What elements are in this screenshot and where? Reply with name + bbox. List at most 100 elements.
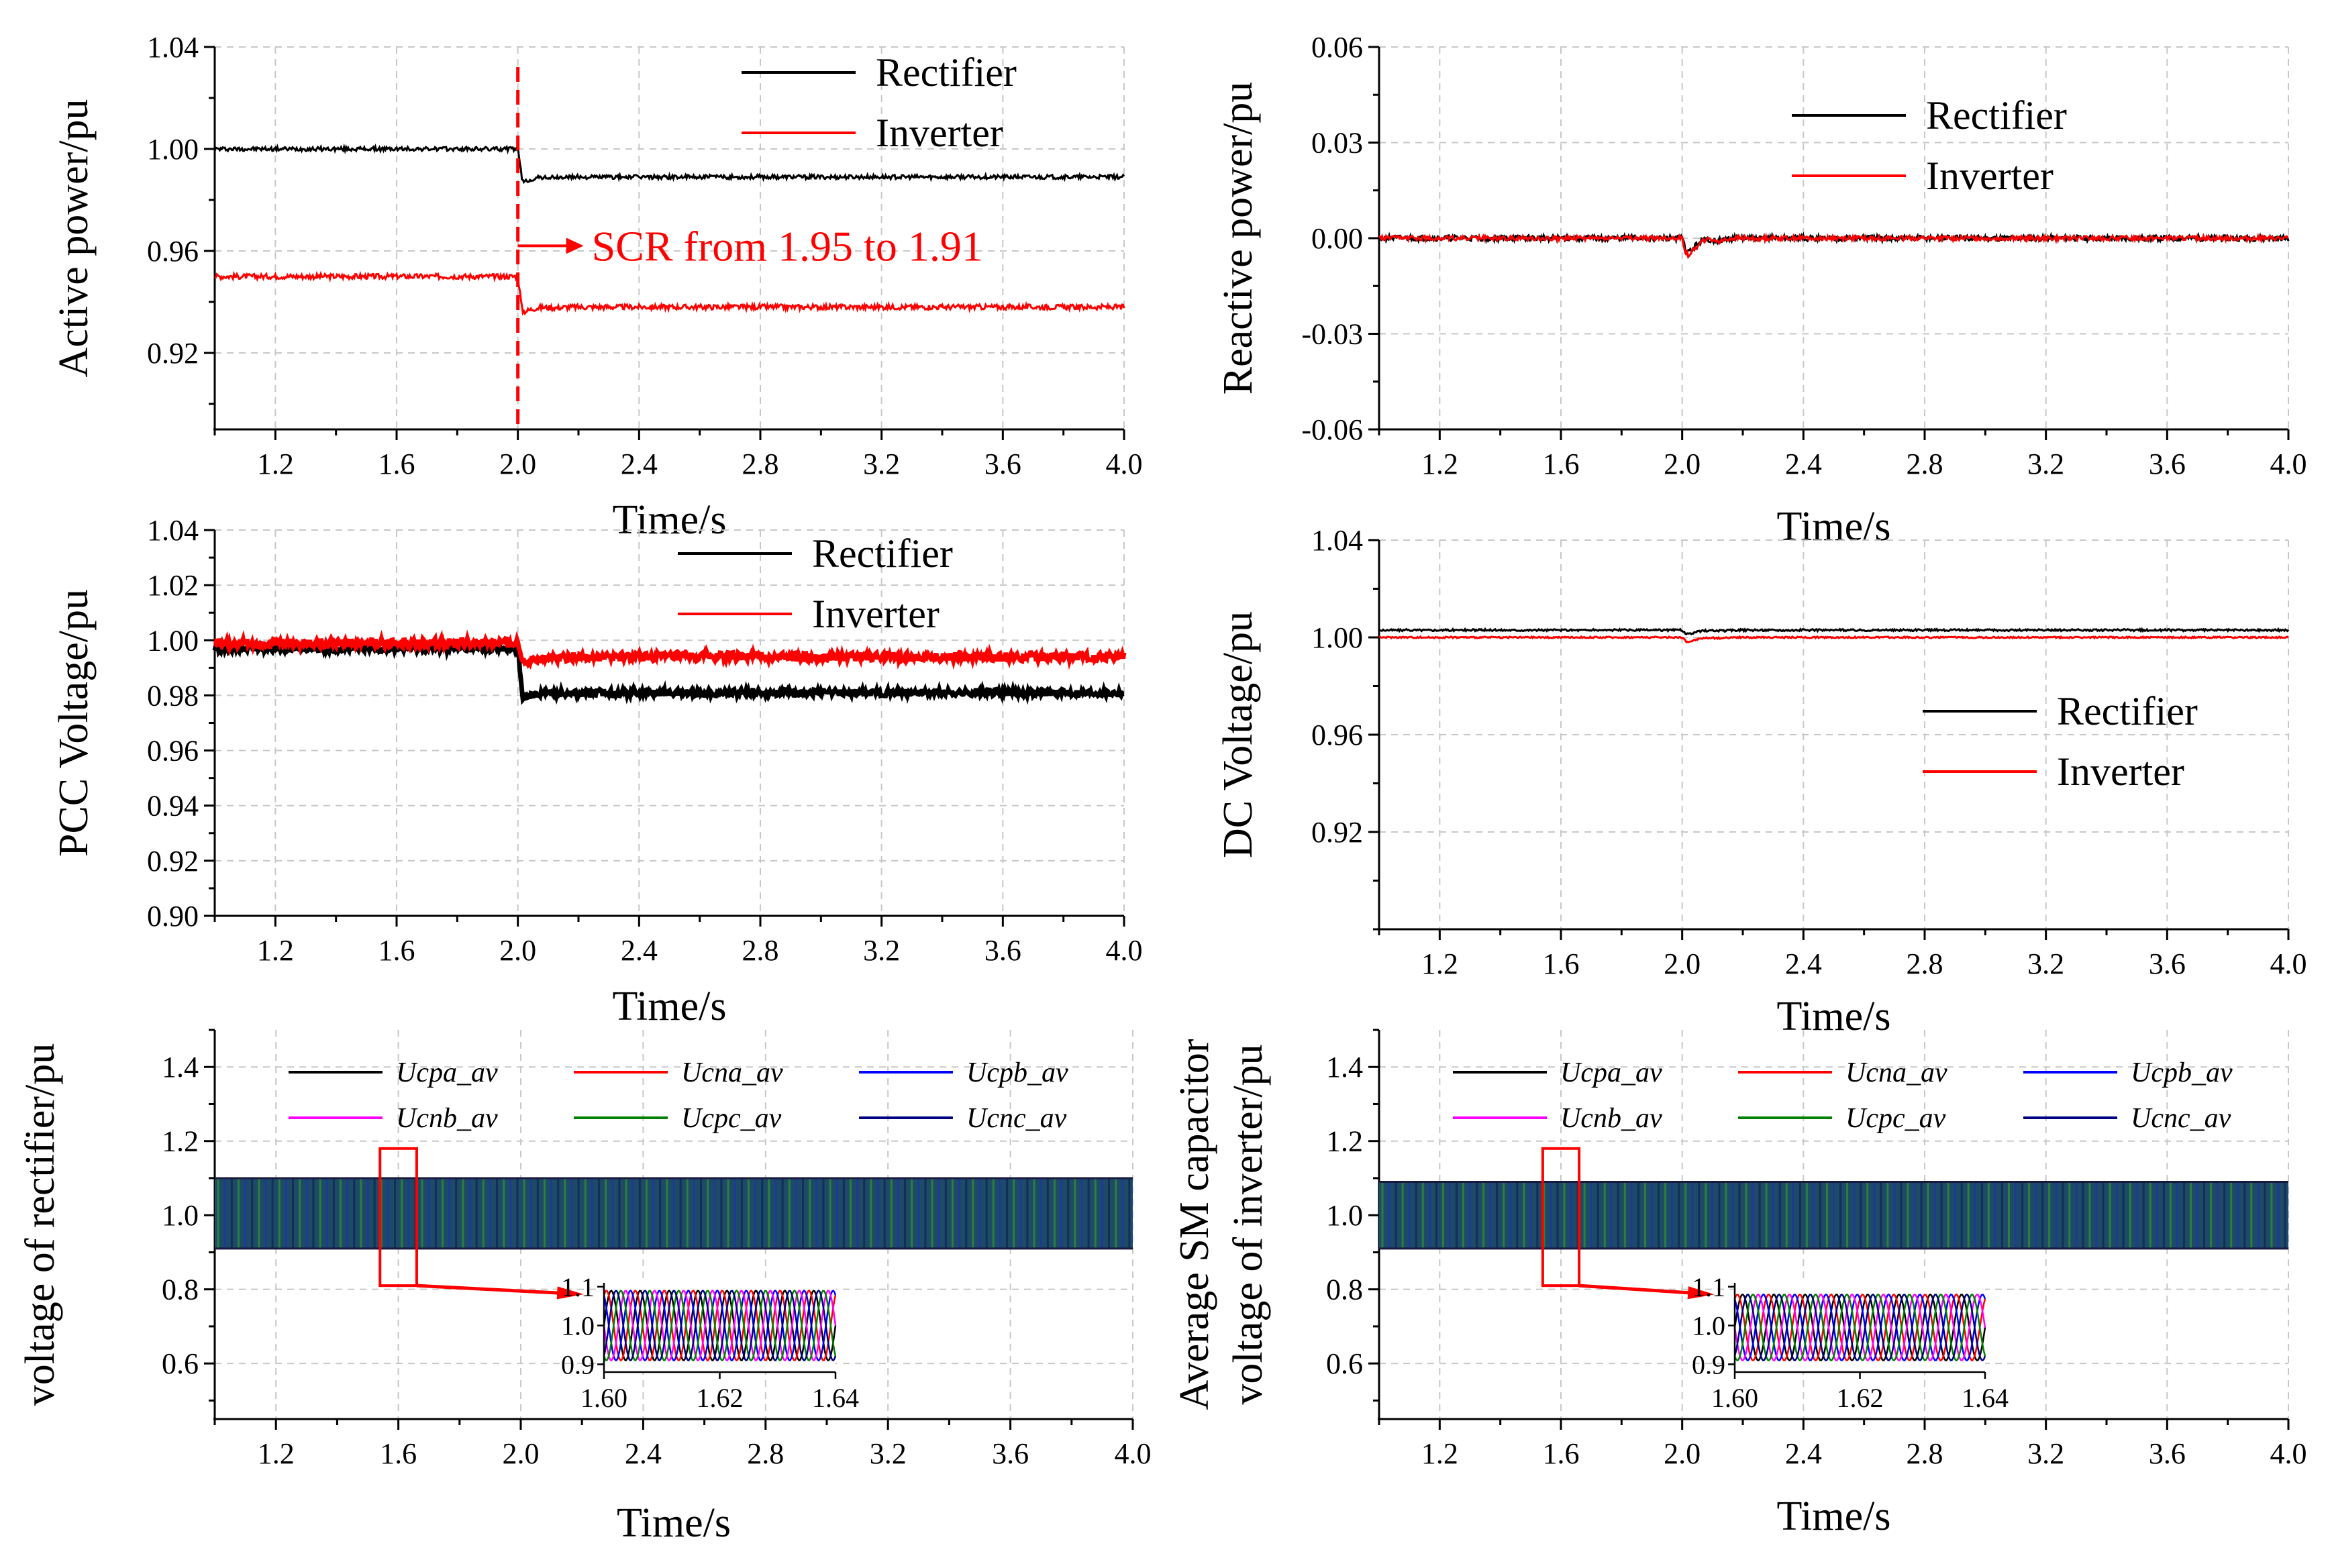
p3-series-inverter	[213, 629, 1127, 670]
p6-y-axis-label: Average SM capacitor	[1172, 1039, 1217, 1410]
y-tick-label: 0.06	[1311, 31, 1363, 64]
x-tick-label: 1.6	[1543, 448, 1580, 480]
inset-series-ucnc_av	[1733, 1293, 1986, 1362]
x-tick-label: 2.4	[625, 1437, 662, 1470]
y-tick-label: 1.00	[147, 624, 199, 657]
p5-zoom-box	[378, 1147, 418, 1288]
x-tick-label: 4.0	[2270, 448, 2307, 480]
x-tick-label: 2.8	[742, 448, 779, 480]
p5-x-axis-label: Time/s	[617, 1500, 731, 1546]
legend-label: Ucpa_av	[396, 1057, 498, 1088]
inset-x-tick-label: 1.60	[580, 1383, 627, 1413]
inset-y-tick-label: 0.9	[561, 1349, 595, 1379]
x-tick-label: 4.0	[2270, 1437, 2307, 1470]
x-tick-label: 2.0	[499, 448, 536, 480]
p2-y-axis-label: Reactive power/pu	[1215, 82, 1261, 395]
x-tick-label: 2.4	[1785, 1437, 1822, 1470]
y-tick-label: 0.6	[162, 1347, 199, 1380]
y-tick-label: 0.92	[1311, 816, 1363, 849]
y-tick-label: 1.04	[147, 514, 199, 547]
legend-label-rectifier: Rectifier	[812, 531, 953, 576]
p6-ripple-band	[1379, 1180, 2288, 1250]
p2-panel: 1.2 1.6 2.0 2.4 2.8 3.2 3.6 4.0 -0.06 -0.03 0.00 0.…	[1215, 31, 2307, 550]
p1-y-axis-label: Active power/pu	[51, 99, 97, 378]
legend-label-inverter: Inverter	[876, 111, 1003, 155]
x-tick-label: 1.2	[257, 448, 294, 480]
p5-zoom-arrowhead	[556, 1286, 584, 1300]
p4-panel: 1.2 1.6 2.0 2.4 2.8 3.2 3.6 4.0 0.92 0.96 1.00 1.04…	[1215, 524, 2307, 1039]
x-tick-label: 1.6	[1543, 947, 1580, 980]
x-tick-label: 2.8	[1907, 1437, 1943, 1470]
p4-x-axis-label: Time/s	[1776, 994, 1890, 1039]
p5-inset: 1.60 1.62 1.64 0.9 1.0 1.1	[561, 1272, 859, 1413]
y-tick-label: 0.90	[147, 900, 199, 933]
x-tick-label: 3.6	[2149, 448, 2186, 480]
legend-label: Ucnc_av	[966, 1103, 1067, 1134]
y-tick-label: 0.96	[147, 235, 199, 268]
y-tick-label: -0.03	[1301, 318, 1363, 351]
y-tick-label: 0.98	[147, 679, 199, 712]
x-tick-label: 2.0	[1664, 947, 1701, 980]
inset-x-tick-label: 1.64	[812, 1383, 859, 1413]
x-tick-label: 4.0	[1115, 1437, 1152, 1470]
inset-y-tick-label: 1.1	[561, 1272, 595, 1302]
p1-annotation-arrowhead	[566, 238, 584, 254]
p6-legend: Ucpa_av Ucna_av Ucpb_av Ucnb_av Ucpc_av Ucnc_…	[1453, 1057, 2233, 1134]
y-tick-label: 0.6	[1326, 1347, 1363, 1380]
x-tick-label: 3.6	[2149, 947, 2186, 980]
y-tick-label: 1.00	[147, 133, 199, 166]
x-tick-label: 2.4	[621, 934, 658, 967]
p3-x-axis-label: Time/s	[612, 984, 726, 1029]
y-tick-label: 1.04	[1311, 524, 1363, 557]
y-tick-label: 0.96	[1311, 719, 1363, 751]
p3-y-axis-label: PCC Voltage/pu	[51, 589, 97, 857]
p4-grid	[1379, 539, 2289, 929]
p5-panel: 1.2 1.6 2.0 2.4 2.8 3.2 3.6 4.0 0.6 0.8 1.0 1.2 1.4 T…	[17, 1029, 1152, 1546]
p6-x-axis-label: Time/s	[1776, 1494, 1890, 1539]
p6-inset: 1.60 1.62 1.64 0.9 1.0 1.1	[1692, 1272, 2009, 1413]
legend-label: Ucnb_av	[1560, 1103, 1662, 1134]
x-tick-label: 3.2	[870, 1437, 907, 1470]
legend-label: Ucnc_av	[2131, 1103, 2231, 1134]
x-tick-label: 2.8	[742, 934, 779, 967]
legend-label-inverter: Inverter	[2057, 749, 2184, 794]
x-tick-label: 2.4	[1785, 947, 1822, 980]
p4-series-rectifier	[1378, 627, 2290, 635]
inset-x-tick-label: 1.60	[1711, 1383, 1758, 1413]
x-tick-label: 2.8	[1907, 448, 1943, 480]
p6-zoom-arrowhead	[1687, 1286, 1715, 1300]
y-tick-label: 1.02	[147, 569, 199, 602]
legend-label: Ucna_av	[681, 1057, 783, 1088]
p1-series-rectifier	[213, 143, 1125, 185]
y-tick-label: 1.00	[1311, 621, 1363, 654]
legend-label: Ucpc_av	[681, 1103, 782, 1134]
x-tick-label: 3.2	[2027, 947, 2064, 980]
inset-x-tick-label: 1.64	[1962, 1383, 2009, 1413]
x-tick-label: 1.2	[258, 1437, 295, 1470]
p2-series-inverter	[1378, 232, 2289, 260]
x-tick-label: 2.4	[621, 448, 658, 480]
x-tick-label: 3.2	[863, 448, 900, 480]
y-tick-label: 1.2	[1326, 1125, 1363, 1158]
x-tick-label: 2.0	[503, 1437, 540, 1470]
p3-grid	[215, 529, 1125, 917]
p6-y-axis-label-line2: voltage of inverter/pu	[1225, 1044, 1271, 1404]
y-tick-label: 0.03	[1311, 127, 1363, 160]
inset-y-tick-label: 1.0	[1692, 1311, 1725, 1341]
p5-ripple-band	[215, 1177, 1133, 1250]
p6-panel: 1.2 1.6 2.0 2.4 2.8 3.2 3.6 4.0 0.6 0.8 1.0 1.2 1.4 T…	[1172, 1029, 2307, 1539]
legend-label-inverter: Inverter	[1926, 154, 2054, 198]
legend-label: Ucnb_av	[396, 1103, 498, 1134]
p1-panel: 1.2 1.6 2.0 2.4 2.8 3.2 3.6 4.0 0.92 0.96 1.00 1.04…	[51, 31, 1143, 543]
y-tick-label: 1.04	[147, 31, 199, 64]
x-tick-label: 3.6	[984, 934, 1021, 967]
legend-label: Ucpa_av	[1560, 1057, 1662, 1088]
x-tick-label: 1.6	[378, 448, 415, 480]
x-tick-label: 1.6	[1543, 1437, 1580, 1470]
y-tick-label: 0.8	[162, 1273, 199, 1306]
legend-label-rectifier: Rectifier	[1926, 93, 2067, 138]
legend-label-inverter: Inverter	[812, 592, 940, 636]
y-tick-label: -0.06	[1301, 413, 1363, 446]
legend-label: Ucpb_av	[966, 1057, 1068, 1088]
